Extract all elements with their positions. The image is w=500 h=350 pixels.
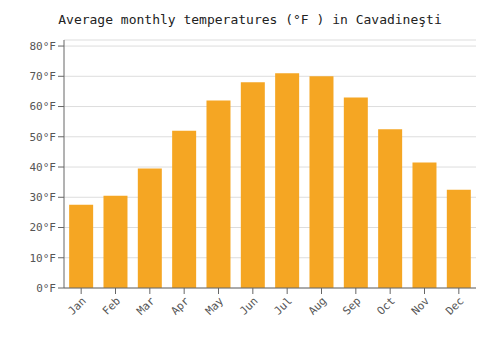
svg-text:0°F: 0°F: [36, 282, 56, 295]
svg-text:50°F: 50°F: [30, 131, 57, 144]
svg-text:40°F: 40°F: [30, 161, 57, 174]
svg-text:Sep: Sep: [340, 294, 363, 317]
svg-text:May: May: [203, 294, 227, 318]
svg-text:80°F: 80°F: [30, 40, 57, 53]
svg-text:20°F: 20°F: [30, 221, 57, 234]
svg-text:Mar: Mar: [134, 294, 158, 318]
html-text:Average monthly temperatures (: Average monthly temperatures (°F ) in Ca…: [58, 12, 442, 27]
svg-text:Nov: Nov: [409, 294, 433, 318]
svg-text:Apr: Apr: [169, 294, 193, 318]
svg-text:60°F: 60°F: [30, 100, 57, 113]
svg-text:Jan: Jan: [66, 294, 89, 317]
svg-text:10°F: 10°F: [30, 252, 57, 265]
svg-text:Oct: Oct: [375, 294, 398, 317]
svg-text:Dec: Dec: [443, 294, 466, 317]
svg-text:Jul: Jul: [272, 294, 295, 317]
svg-text:Jun: Jun: [237, 294, 260, 317]
svg-text:70°F: 70°F: [30, 70, 57, 83]
svg-text:30°F: 30°F: [30, 191, 57, 204]
svg-text:Aug: Aug: [306, 294, 329, 317]
svg-text:Feb: Feb: [100, 294, 123, 317]
